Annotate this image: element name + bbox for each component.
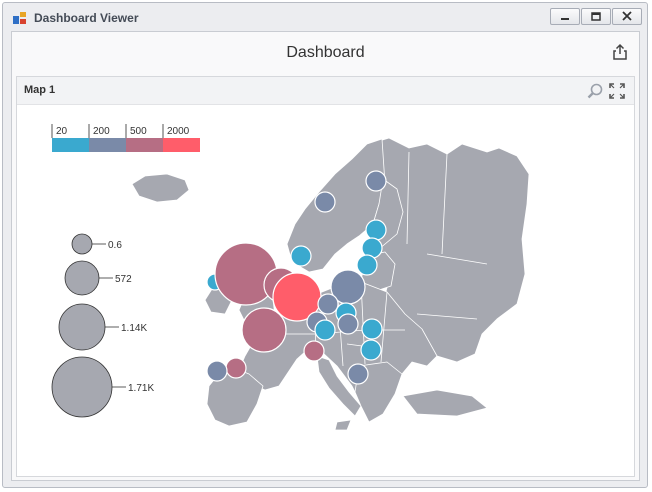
bubble-norway[interactable] [314, 191, 336, 213]
bubbles[interactable] [206, 170, 387, 385]
close-icon [622, 11, 632, 21]
land-italy [316, 355, 362, 417]
maximize-item-icon[interactable] [608, 82, 626, 100]
color-legend-swatch [163, 138, 200, 152]
dashboard-viewer-window: Dashboard Viewer Dashboard Map 1 [2, 2, 648, 488]
bubble-austria[interactable] [314, 319, 336, 341]
minimize-button[interactable] [550, 8, 580, 25]
bubble-france[interactable] [241, 307, 287, 353]
bubble-denmark[interactable] [290, 245, 312, 267]
export-icon[interactable] [611, 43, 629, 61]
map-area[interactable]: 20 200 500 2000 0.6 572 1.14K 1.71K [17, 104, 634, 476]
bubble-romania[interactable] [361, 318, 383, 340]
close-button[interactable] [612, 8, 642, 25]
color-legend-label: 20 [56, 126, 68, 137]
maximize-icon [591, 12, 601, 21]
minimize-icon [561, 18, 569, 20]
maximize-button[interactable] [581, 8, 611, 25]
map-item-title: Map 1 [24, 84, 56, 96]
bubble-italy[interactable] [303, 340, 325, 362]
bubble-hungary[interactable] [337, 313, 359, 335]
size-legend-label: 1.71K [128, 383, 154, 394]
size-legend-label: 0.6 [108, 240, 122, 251]
color-legend-label: 500 [130, 126, 147, 137]
dashboard-title: Dashboard [286, 44, 365, 61]
color-legend-swatch [89, 138, 126, 152]
size-legend-circle [64, 260, 100, 296]
bubble-spain[interactable] [225, 357, 247, 379]
zoom-icon[interactable] [586, 82, 604, 100]
bubble-estonia[interactable] [365, 219, 387, 241]
size-legend: 0.6 572 1.14K 1.71K [47, 226, 165, 426]
title-bar[interactable]: Dashboard Viewer [3, 3, 647, 31]
land-iberia [206, 369, 264, 427]
size-legend-circle [51, 356, 113, 418]
map-item-caption: Map 1 [17, 77, 634, 105]
color-legend-swatch [52, 138, 89, 152]
land-shapes [131, 137, 530, 431]
bubble-lithuania[interactable] [356, 254, 378, 276]
bubble-czechia[interactable] [317, 293, 339, 315]
bubble-greece[interactable] [347, 363, 369, 385]
size-legend-circle [71, 233, 93, 255]
color-legend: 20 200 500 2000 [48, 116, 204, 156]
land-iceland [131, 173, 190, 203]
size-legend-circle [58, 303, 106, 351]
europe-map[interactable]: 20 200 500 2000 0.6 572 1.14K 1.71K [17, 104, 634, 476]
map-item: Map 1 [16, 76, 635, 477]
dashboard-app-icon [13, 12, 26, 24]
color-legend-label: 200 [93, 126, 110, 137]
color-legend-swatch [126, 138, 163, 152]
bubble-scandinavia-north[interactable] [365, 170, 387, 192]
color-legend-label: 2000 [167, 126, 190, 137]
size-legend-label: 572 [115, 274, 132, 285]
land-turkey [402, 389, 488, 417]
dashboard-surface: Dashboard Map 1 [11, 31, 640, 481]
bubble-bulgaria[interactable] [360, 339, 382, 361]
dashboard-header: Dashboard [12, 32, 639, 72]
size-legend-label: 1.14K [121, 323, 147, 334]
land-sicily [334, 419, 352, 431]
bubble-portugal[interactable] [206, 360, 228, 382]
window-title: Dashboard Viewer [34, 11, 139, 25]
